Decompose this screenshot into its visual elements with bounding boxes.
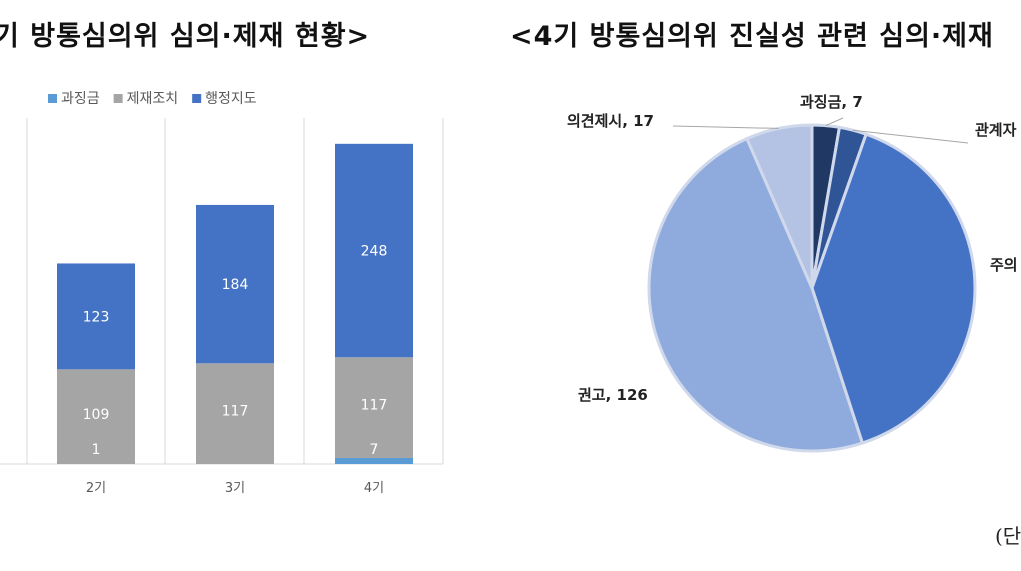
leader-line-0: [825, 117, 844, 127]
data-label-3기-행정지도: 184: [222, 277, 249, 293]
data-label-4기-제재조치: 117: [361, 398, 388, 414]
pie-label-3: 권고, 126: [578, 386, 648, 404]
data-label-4기-행정지도: 248: [361, 244, 388, 260]
tick-label-2기: 2기: [86, 481, 106, 496]
data-label-2기-행정지도: 123: [83, 309, 110, 325]
bar-2기-행정지도: [57, 263, 135, 370]
extra-label-4기: 7: [370, 442, 379, 458]
tick-label-4기: 4기: [364, 481, 384, 496]
legend-swatch-1: [113, 94, 123, 103]
leader-line-2: [672, 125, 779, 129]
bar-4기-행정지도: [335, 143, 413, 358]
pie-slice-3: [647, 137, 864, 453]
bar-3기-행정지도: [196, 204, 274, 364]
pie-label-0: 과징금, 7: [800, 93, 863, 111]
pie-label-1: 관계자: [975, 121, 1017, 139]
legend-label-0: 과징금: [61, 91, 100, 107]
bar-chart: 과징금 제재조치 행정지도 109 123 2기 117 184 3기 117 248 4기 1 7: [0, 91, 444, 496]
bar-4기-제재조치: [335, 357, 413, 458]
extra-label-2기: 1: [92, 442, 101, 458]
legend-label-1: 제재조치: [127, 91, 179, 107]
pie-slice-2: [810, 132, 977, 445]
leader-line-1: [852, 129, 969, 144]
legend-swatch-0: [48, 94, 57, 103]
unit-note: (단: [995, 524, 1021, 548]
left-chart-title: 기 방통심의위 심의·제재 현황>: [0, 21, 371, 52]
bar-4기-과징금: [335, 457, 413, 464]
pie-label-4: 의견제시, 17: [567, 112, 654, 130]
data-label-3기-제재조치: 117: [222, 404, 249, 420]
pie-label-2: 주의: [990, 256, 1018, 274]
data-label-2기-제재조치: 109: [83, 407, 110, 423]
bar-3기-제재조치: [196, 363, 274, 464]
pie-slice-4: [745, 123, 814, 290]
tick-label-3기: 3기: [225, 481, 245, 496]
right-chart-title: <4기 방통심의위 진실성 관련 심의·제재: [510, 21, 994, 52]
legend-label-2: 행정지도: [205, 91, 257, 107]
bar-2기-제재조치: [57, 369, 135, 464]
legend-swatch-2: [192, 94, 202, 103]
